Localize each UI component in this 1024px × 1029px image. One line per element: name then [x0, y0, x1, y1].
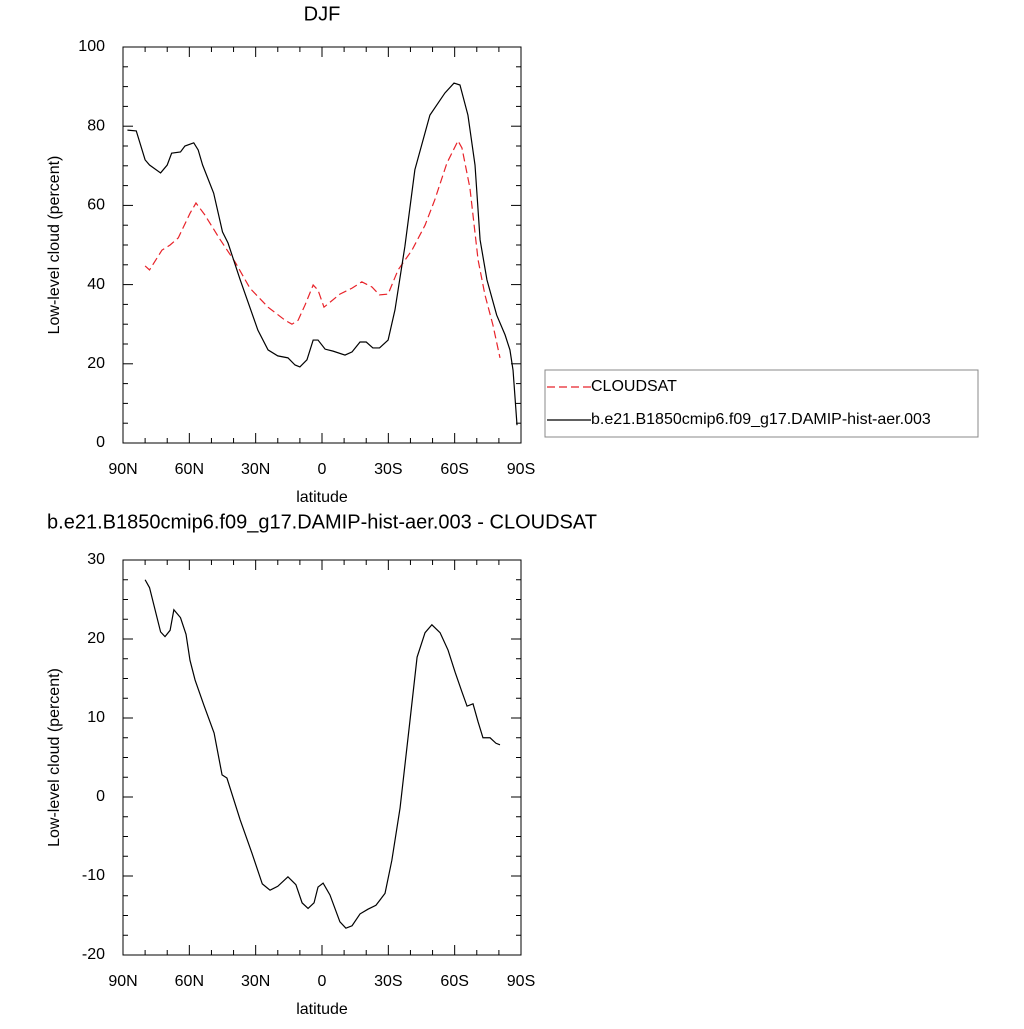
y-tick-label: 20: [87, 630, 105, 647]
x-tick-label: 90N: [108, 973, 137, 990]
y-tick-label: 40: [87, 276, 105, 293]
x-tick-label: 60N: [175, 461, 204, 478]
data-line: [144, 139, 501, 358]
x-tick-label: 60S: [440, 973, 468, 990]
x-tick-label: 90S: [507, 973, 535, 990]
x-tick-label: 60S: [440, 461, 468, 478]
x-tick-label: 30N: [241, 973, 270, 990]
chart-title: b.e21.B1850cmip6.f09_g17.DAMIP-hist-aer.…: [47, 511, 597, 533]
chart-title: DJF: [304, 3, 341, 25]
x-tick-label: 90S: [507, 461, 535, 478]
x-tick-label: 90N: [108, 461, 137, 478]
x-axis-label: latitude: [296, 489, 348, 506]
x-tick-label: 30S: [374, 973, 402, 990]
x-tick-label: 0: [318, 973, 327, 990]
y-tick-label: 100: [78, 38, 105, 55]
x-tick-label: 60N: [175, 973, 204, 990]
data-line: [127, 82, 518, 426]
data-line: [144, 579, 501, 929]
y-axis-label: Low-level cloud (percent): [46, 668, 63, 847]
x-tick-label: 0: [318, 461, 327, 478]
y-tick-label: 30: [87, 551, 105, 568]
y-axis-label: Low-level cloud (percent): [46, 156, 63, 335]
legend-label: b.e21.B1850cmip6.f09_g17.DAMIP-hist-aer.…: [591, 411, 931, 428]
x-tick-label: 30S: [374, 461, 402, 478]
legend-box: [544, 369, 979, 438]
y-tick-label: 10: [87, 709, 105, 726]
y-tick-label: 0: [96, 434, 105, 451]
y-tick-label: 60: [87, 197, 105, 214]
x-axis-label: latitude: [296, 1001, 348, 1018]
y-tick-label: -10: [82, 867, 105, 884]
y-tick-label: -20: [82, 946, 105, 963]
y-tick-label: 20: [87, 355, 105, 372]
plot-frame: [122, 559, 522, 956]
x-tick-label: 30N: [241, 461, 270, 478]
y-tick-label: 0: [96, 788, 105, 805]
legend-label: CLOUDSAT: [591, 378, 677, 395]
plot-frame: [122, 46, 522, 444]
y-tick-label: 80: [87, 117, 105, 134]
